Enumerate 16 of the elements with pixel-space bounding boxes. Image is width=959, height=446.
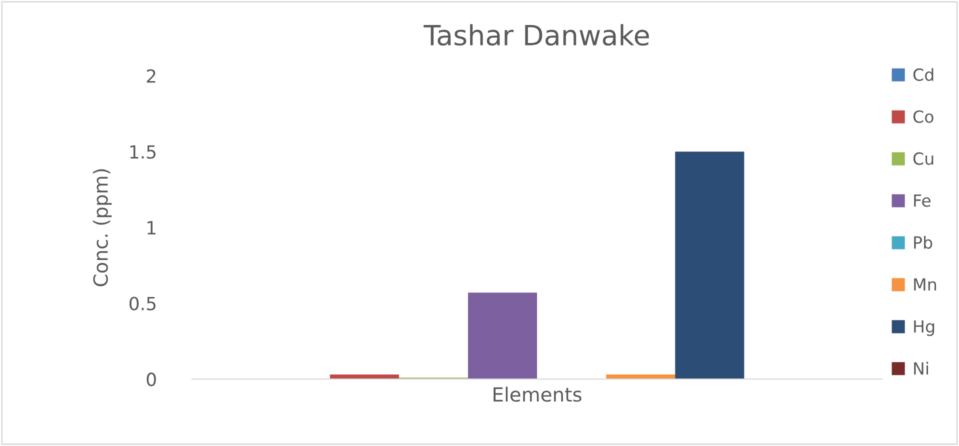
legend-label: Pb	[914, 236, 932, 249]
y-tick-label: 1.5	[130, 145, 156, 159]
legend-label: Co	[913, 110, 934, 123]
legend-label: Cd	[913, 68, 934, 81]
y-tick-label: 1	[148, 221, 156, 234]
chart-title: Tashar Danwake	[424, 24, 649, 46]
legend-label: Fe	[914, 194, 931, 207]
y-tick-label: 0.5	[130, 296, 156, 310]
legend-label: Mn	[914, 278, 936, 291]
y-tick-label: 2	[146, 69, 156, 83]
legend-label: Cu	[913, 152, 934, 165]
y-axis-title: Conc. (ppm)	[92, 169, 112, 286]
x-axis-title: Elements	[494, 386, 582, 402]
legend-label: Hg	[914, 320, 934, 336]
legend-label: Ni	[914, 362, 928, 374]
y-tick-label: 0	[146, 372, 156, 386]
